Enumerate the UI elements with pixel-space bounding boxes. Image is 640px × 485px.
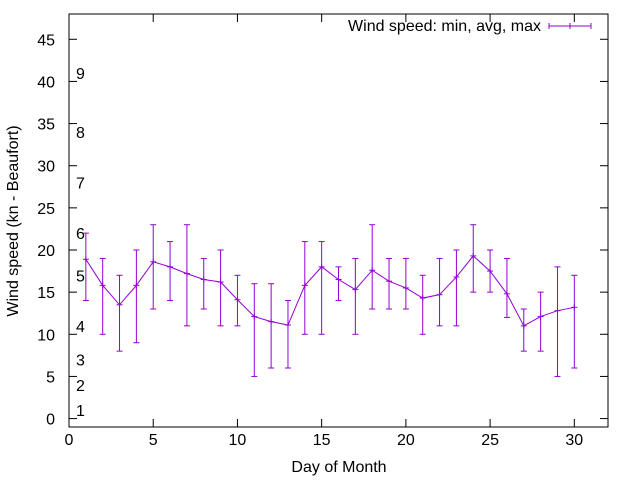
data-point <box>167 263 174 270</box>
data-point <box>436 291 443 298</box>
y-tick-label: 45 <box>37 32 55 49</box>
series-line-group <box>85 255 575 327</box>
data-point <box>133 282 140 289</box>
data-point <box>369 267 376 274</box>
data-point <box>183 270 190 277</box>
beaufort-label: 1 <box>76 403 85 420</box>
data-point <box>453 273 460 280</box>
data-point <box>571 304 578 311</box>
data-point <box>251 313 258 320</box>
data-point <box>503 290 510 297</box>
y-tick-label: 30 <box>37 159 55 176</box>
y-tick-label: 10 <box>37 327 55 344</box>
data-point <box>116 301 123 308</box>
x-tick-label: 15 <box>313 432 331 449</box>
x-tick-label: 20 <box>397 432 415 449</box>
data-point <box>335 276 342 283</box>
y-tick-label: 25 <box>37 201 55 218</box>
legend: Wind speed: min, avg, max <box>348 18 592 35</box>
y-tick-label: 15 <box>37 285 55 302</box>
data-point <box>554 307 561 314</box>
data-point <box>150 258 157 265</box>
x-tick-label: 25 <box>481 432 499 449</box>
legend-label: Wind speed: min, avg, max <box>348 18 541 35</box>
data-point <box>284 322 291 329</box>
y-tick-label: 5 <box>46 369 55 386</box>
x-tick-label: 0 <box>65 432 74 449</box>
data-point <box>234 296 241 303</box>
data-point <box>318 263 325 270</box>
beaufort-scale-labels: 1 2 3 4 5 6 7 8 9 <box>76 66 85 420</box>
y-tick-label: 35 <box>37 117 55 134</box>
series-line <box>85 255 575 327</box>
x-axis-ticks: 0 5 10 15 20 25 30 <box>65 14 583 449</box>
y-axis-label: Wind speed (kn - Beaufort) <box>5 125 22 316</box>
data-point <box>537 313 544 320</box>
data-point <box>352 286 359 293</box>
data-point <box>419 295 426 302</box>
plot-frame <box>68 13 609 428</box>
data-point <box>520 322 527 329</box>
data-point <box>402 284 409 291</box>
x-tick-label: 10 <box>229 432 247 449</box>
beaufort-label: 3 <box>76 353 85 370</box>
beaufort-label: 2 <box>76 378 85 395</box>
data-point <box>82 256 89 263</box>
plot-border <box>68 13 609 428</box>
beaufort-label: 6 <box>76 226 85 243</box>
beaufort-label: 8 <box>76 125 85 142</box>
data-point <box>301 282 308 289</box>
x-axis-label: Day of Month <box>291 459 386 476</box>
error-bars <box>82 224 578 377</box>
y-tick-label: 0 <box>46 412 55 429</box>
data-point <box>386 278 393 285</box>
data-point <box>268 318 275 325</box>
beaufort-label: 7 <box>76 176 85 193</box>
x-tick-label: 30 <box>565 432 583 449</box>
beaufort-label: 9 <box>76 66 85 83</box>
data-point <box>487 268 494 275</box>
beaufort-label: 5 <box>76 268 85 285</box>
beaufort-label: 4 <box>76 319 85 336</box>
data-point <box>470 252 477 259</box>
data-point <box>99 282 106 289</box>
data-point <box>217 279 224 286</box>
data-point <box>200 276 207 283</box>
data-points <box>82 252 578 329</box>
x-tick-label: 5 <box>149 432 158 449</box>
y-tick-label: 40 <box>37 74 55 91</box>
y-tick-label: 20 <box>37 243 55 260</box>
legend-sample <box>548 23 592 29</box>
